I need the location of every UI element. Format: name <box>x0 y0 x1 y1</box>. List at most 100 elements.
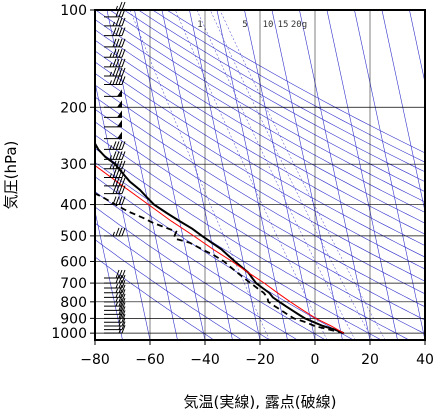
mixing-ratio-label: 15 <box>278 20 289 30</box>
wind-barb-full <box>112 27 117 36</box>
dewpoint-line <box>95 192 345 335</box>
mixing-ratio-line <box>129 10 270 340</box>
y-tick-label: 500 <box>60 229 87 245</box>
y-tick-label: 400 <box>60 198 87 214</box>
wind-barb-full <box>118 49 123 58</box>
wind-barb-full <box>118 279 123 289</box>
wind-barb-full <box>118 58 123 68</box>
wind-barb <box>104 110 122 118</box>
wind-barb-full <box>118 185 123 194</box>
wind-barb-half <box>115 283 118 289</box>
y-tick-label: 900 <box>60 311 87 327</box>
wind-barb-full <box>115 274 120 284</box>
wind-barb <box>104 100 122 108</box>
wind-barb-flag <box>117 131 122 139</box>
wind-barb-full <box>121 185 126 194</box>
wind-barbs <box>104 1 126 334</box>
wind-barb <box>104 196 126 206</box>
wind-barb-half <box>115 297 118 303</box>
wind-barb-half <box>109 145 112 150</box>
wind-barb <box>104 289 126 298</box>
isotherm-line <box>161 10 233 340</box>
wind-barb-full <box>121 67 126 77</box>
wind-barb-full <box>121 49 126 58</box>
mixing-ratio-line <box>219 10 386 340</box>
wind-barb-full <box>121 76 126 85</box>
wind-barb-full <box>121 297 126 307</box>
wind-barb-flag <box>117 110 122 118</box>
wind-barb <box>104 76 126 85</box>
wind-barb-full <box>118 284 123 293</box>
wind-barb-full <box>121 196 126 205</box>
wind-barb-full <box>121 141 126 150</box>
isotherm-line <box>95 81 151 340</box>
wind-barb-half <box>109 80 112 85</box>
wind-barb-full <box>112 49 117 58</box>
wind-barb-full <box>118 38 123 47</box>
wind-barb <box>104 49 126 58</box>
y-tick-label: 600 <box>60 254 87 270</box>
temperature-line <box>95 141 345 335</box>
dry-adiabat-line <box>95 222 270 340</box>
y-tick-label: 300 <box>60 157 87 173</box>
wind-barb-full <box>115 151 120 160</box>
wind-barb <box>104 297 126 307</box>
wind-barb-full <box>121 169 126 178</box>
wind-barb-full <box>121 293 126 303</box>
isotherm-line <box>381 10 425 213</box>
isotherm-line <box>326 10 398 340</box>
y-axis-title: 気圧(hPa) <box>2 141 20 210</box>
series-layer <box>95 141 345 335</box>
wind-barb-full <box>115 38 120 47</box>
wind-barb-full <box>121 310 126 319</box>
dry-adiabat-line <box>95 176 354 340</box>
wind-barb-half <box>109 155 112 160</box>
wind-barb-half <box>109 62 112 68</box>
wind-barb-full <box>112 58 117 68</box>
dry-adiabat-line <box>95 50 425 246</box>
wind-barb-full <box>121 1 126 11</box>
wind-barb-full <box>112 67 117 77</box>
wind-barb-full <box>121 177 126 186</box>
wind-barb-full <box>118 269 123 279</box>
background-lines <box>95 10 425 340</box>
wind-barb <box>104 227 126 237</box>
wind-barb <box>104 67 126 77</box>
wind-barb <box>104 269 126 279</box>
wind-barb-full <box>121 289 126 298</box>
wind-barb-full <box>115 76 120 85</box>
isotherm-line <box>271 10 343 340</box>
wind-barb <box>104 274 126 284</box>
wind-barb-full <box>118 227 123 237</box>
wind-barb-full <box>112 169 117 178</box>
dry-adiabat-line <box>95 10 425 203</box>
wind-barb-full <box>115 196 120 205</box>
wind-barb-full <box>118 289 123 298</box>
mixing-ratio-labels: 1 5 10 15 20g <box>197 20 307 30</box>
wind-barb-full <box>115 177 120 186</box>
wind-barb-full <box>115 269 120 279</box>
x-axis-title: 気温(実線), 露点(破線) <box>184 393 337 411</box>
wind-barb-full <box>118 76 123 85</box>
wind-barb-full <box>121 274 126 284</box>
wind-barb-full <box>118 151 123 160</box>
wind-barb-full <box>121 302 126 311</box>
wind-barb-full <box>121 58 126 68</box>
y-tick-label: 800 <box>60 295 87 311</box>
x-tick-label: −80 <box>80 352 110 368</box>
wind-barb-full <box>121 279 126 289</box>
wind-barb-half <box>115 293 118 298</box>
y-tick-label: 100 <box>60 3 87 19</box>
dry-adiabat-line <box>138 10 425 173</box>
wind-barb <box>104 279 126 289</box>
x-tick-label: −20 <box>245 352 275 368</box>
y-tick-label: 200 <box>60 100 87 116</box>
wind-barb <box>104 119 122 128</box>
dry-adiabat-line <box>166 10 425 154</box>
wind-barb-half <box>109 164 112 169</box>
wind-barb-full <box>121 269 126 279</box>
wind-barb-full <box>112 185 117 194</box>
y-tick-label: 1000 <box>51 326 87 342</box>
wind-barb-full <box>121 324 126 334</box>
dry-adiabat-line <box>95 108 425 308</box>
